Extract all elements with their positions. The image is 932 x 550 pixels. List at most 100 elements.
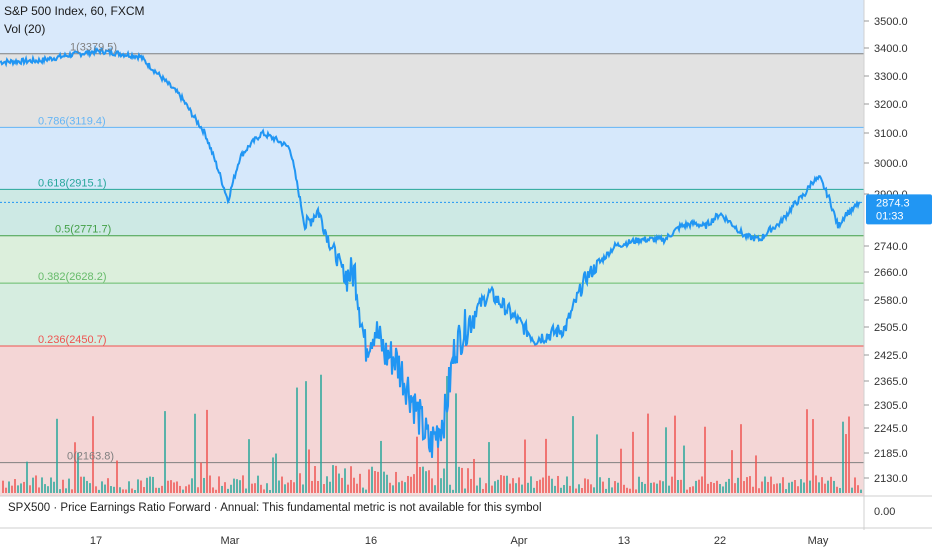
volume-bar (98, 489, 100, 493)
volume-bar (212, 487, 214, 493)
x-tick-label: 16 (365, 535, 377, 547)
volume-bar (461, 467, 463, 493)
volume-bar (710, 481, 712, 493)
volume-bar (449, 484, 451, 493)
volume-bar (242, 475, 244, 493)
volume-bar (485, 483, 487, 493)
volume-bar (311, 480, 313, 493)
volume-bar (155, 487, 157, 493)
volume-bar (260, 484, 262, 493)
fib-label-1: 1(3379.5) (70, 42, 117, 54)
volume-bar (842, 421, 844, 493)
volume-bar (764, 476, 766, 493)
volume-bar (158, 487, 160, 493)
volume-bar (479, 477, 481, 493)
volume-bar (77, 452, 79, 493)
volume-bar (608, 477, 610, 493)
fib-band-0.786 (0, 127, 864, 190)
volume-bar (698, 479, 700, 493)
volume-bar (200, 462, 202, 493)
volume-indicator-label[interactable]: Vol (20) (4, 22, 46, 36)
volume-bar (71, 489, 73, 493)
volume-bar (800, 479, 802, 493)
x-tick-label: May (808, 535, 829, 547)
volume-bar (443, 468, 445, 493)
volume-bar (803, 482, 805, 493)
volume-bar (278, 480, 280, 493)
volume-bar (65, 488, 67, 493)
volume-bar (191, 478, 193, 493)
volume-bar (824, 483, 826, 493)
fib-label-0.618: 0.618(2915.1) (38, 177, 107, 189)
volume-bar (620, 448, 622, 493)
volume-bar (140, 480, 142, 493)
volume-bar (254, 483, 256, 493)
fib-band-0.382 (0, 283, 864, 347)
volume-bar (425, 471, 427, 493)
volume-bar (566, 476, 568, 493)
volume-bar (302, 484, 304, 493)
volume-bar (707, 483, 709, 493)
volume-bar (197, 487, 199, 493)
volume-bar (296, 387, 298, 493)
price-line (0, 45, 861, 458)
volume-bar (317, 480, 319, 493)
volume-bar (17, 485, 19, 493)
volume-bar (380, 440, 382, 493)
volume-bars (2, 374, 862, 493)
volume-bar (731, 450, 733, 493)
volume-bar (788, 482, 790, 493)
volume-bar (413, 474, 415, 493)
fib-label-0.5: 0.5(2771.7) (55, 224, 111, 236)
y-tick-label: 3200.0 (874, 99, 908, 111)
volume-bar (587, 479, 589, 493)
volume-bar (716, 480, 718, 493)
volume-bar (641, 481, 643, 493)
volume-bar (503, 475, 505, 493)
volume-bar (119, 487, 121, 493)
volume-bar (599, 477, 601, 493)
volume-bar (194, 413, 196, 493)
volume-bar (854, 477, 856, 493)
volume-bar (605, 488, 607, 493)
volume-bar (812, 419, 814, 493)
bottom-pane-label: SPX500 · Price Earnings Ratio Forward · … (8, 502, 542, 514)
volume-bar (527, 482, 529, 493)
volume-bar (5, 487, 7, 493)
volume-bar (635, 489, 637, 493)
volume-bar (626, 487, 628, 493)
volume-bar (263, 489, 265, 493)
volume-bar (407, 475, 409, 493)
volume-bar (20, 483, 22, 493)
volume-bar (683, 445, 685, 493)
volume-bar (215, 489, 217, 493)
y-tick-label: 2185.0 (874, 448, 908, 460)
volume-bar (617, 482, 619, 493)
volume-bar (122, 489, 124, 493)
volume-bar (176, 481, 178, 493)
volume-bar (209, 475, 211, 493)
volume-bar (437, 428, 439, 493)
volume-bar (761, 481, 763, 493)
volume-bar (734, 483, 736, 493)
volume-bar (650, 482, 652, 493)
volume-bar (821, 477, 823, 493)
volume-bar (791, 481, 793, 493)
volume-bar (107, 478, 109, 493)
volume-bar (149, 476, 151, 493)
volume-bar (815, 475, 817, 493)
volume-bar (614, 481, 616, 493)
volume-bar (776, 483, 778, 493)
volume-bar (491, 485, 493, 493)
volume-bar (512, 478, 514, 493)
volume-bar (383, 471, 385, 493)
volume-bar (644, 483, 646, 493)
volume-bar (95, 486, 97, 493)
volume-bar (2, 480, 4, 493)
volume-bar (755, 455, 757, 493)
volume-bar (659, 480, 661, 493)
volume-bar (356, 483, 358, 493)
volume-bar (164, 411, 166, 493)
volume-bar (8, 481, 10, 493)
